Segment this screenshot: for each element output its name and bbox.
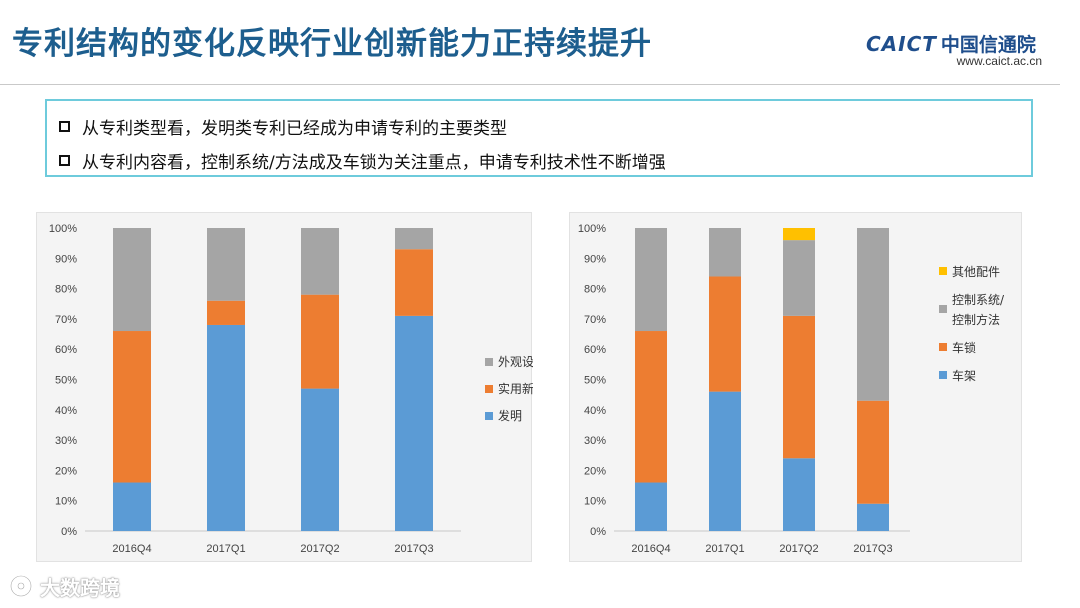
x-tick-label: 2017Q3 (853, 543, 892, 555)
legend-swatch (939, 305, 947, 313)
bar-segment (207, 324, 245, 531)
bar-segment (709, 228, 741, 277)
x-tick-label: 2016Q4 (631, 543, 670, 555)
bar-segment (783, 458, 815, 531)
legend-label: 发明 (498, 408, 522, 423)
header-divider (0, 84, 1060, 85)
bullet-item-2: 从专利内容看，控制系统/方法成及车锁为关注重点，申请专利技术性不断增强 (59, 148, 666, 173)
y-tick-label: 10% (584, 496, 606, 508)
bar-segment (635, 482, 667, 531)
legend-label: 实用新型 (498, 381, 533, 396)
page-title: 专利结构的变化反映行业创新能力正持续提升 (12, 26, 652, 62)
y-tick-label: 100% (49, 223, 77, 235)
bar-segment (857, 228, 889, 401)
patent-content-chart-panel: 0% 10% 20% 30% 40% 50% 60% 70% 80% 90% 100% 2016Q4 2… (569, 212, 1022, 562)
watermark-logo-icon (9, 574, 33, 598)
bar-segment (301, 294, 339, 389)
y-tick-label: 40% (584, 405, 606, 417)
y-tick-label: 100% (578, 223, 606, 235)
x-tick-label: 2017Q2 (300, 543, 339, 555)
y-tick-label: 50% (55, 375, 77, 387)
square-bullet-icon (59, 121, 70, 132)
bullet-text-1: 从专利类型看，发明类专利已经成为申请专利的主要类型 (82, 119, 507, 139)
y-tick-label: 30% (584, 435, 606, 447)
y-tick-label: 50% (584, 375, 606, 387)
y-tick-label: 70% (584, 314, 606, 326)
y-tick-label: 30% (55, 435, 77, 447)
bar-segment (783, 240, 815, 316)
watermark-text: 大数跨境 (40, 575, 120, 600)
bar-segment (709, 276, 741, 392)
logo-text: CAICT (866, 32, 937, 56)
logo-cn-text: 中国信通院 (940, 34, 1036, 56)
bar-segment (113, 331, 151, 483)
caict-logo: CAICT 中国信通院 www.caict.ac.cn (866, 30, 1056, 74)
y-tick-label: 80% (584, 284, 606, 296)
x-tick-label: 2016Q4 (112, 543, 151, 555)
y-tick-label: 40% (55, 405, 77, 417)
bar-segment (783, 228, 815, 241)
x-tick-label: 2017Q1 (705, 543, 744, 555)
patent-type-chart: 0% 10% 20% 30% 40% 50% 60% 70% 80% 90% 100% 2016Q4 2… (49, 223, 533, 555)
watermark: 大数跨境 (8, 571, 120, 601)
bullet-text-2: 从专利内容看，控制系统/方法成及车锁为关注重点，申请专利技术性不断增强 (82, 153, 666, 173)
legend-swatch (485, 385, 493, 393)
legend-label: 控制系统/控制方法 (952, 293, 1005, 327)
legend-label: 外观设计 (498, 355, 533, 369)
bar-segment (635, 228, 667, 332)
bullet-item-1: 从专利类型看，发明类专利已经成为申请专利的主要类型 (59, 114, 507, 139)
y-tick-label: 90% (55, 253, 77, 265)
y-tick-label: 10% (55, 496, 77, 508)
patent-type-chart-panel: 0% 10% 20% 30% 40% 50% 60% 70% 80% 90% 100% 2016Q4 2… (36, 212, 533, 562)
bar-segment (113, 482, 151, 531)
bar-segment (207, 300, 245, 325)
y-tick-label: 60% (584, 344, 606, 356)
bar-segment (395, 228, 433, 250)
legend-label: 车锁 (952, 340, 976, 355)
y-tick-label: 80% (55, 284, 77, 296)
legend-label: 车架 (952, 368, 976, 383)
y-tick-label: 20% (584, 465, 606, 477)
legend-swatch (485, 358, 493, 366)
y-tick-label: 70% (55, 314, 77, 326)
y-tick-label: 90% (584, 253, 606, 265)
bar-segment (709, 391, 741, 531)
square-bullet-icon (59, 155, 70, 166)
bar-segment (635, 331, 667, 483)
patent-content-chart: 0% 10% 20% 30% 40% 50% 60% 70% 80% 90% 100% 2016Q4 2… (578, 223, 1005, 555)
bar-segment (857, 503, 889, 531)
bar-segment (783, 315, 815, 459)
legend-swatch (939, 343, 947, 351)
bar-segment (207, 228, 245, 301)
summary-box: 从专利类型看，发明类专利已经成为申请专利的主要类型 从专利内容看，控制系统/方法… (45, 99, 1033, 177)
legend-swatch (939, 267, 947, 275)
bar-segment (113, 228, 151, 332)
bar-segment (301, 388, 339, 531)
bar-segment (857, 400, 889, 504)
legend-label: 其他配件 (952, 265, 1000, 279)
bar-segment (395, 249, 433, 316)
x-tick-label: 2017Q3 (394, 543, 433, 555)
y-tick-label: 0% (590, 526, 606, 538)
legend-swatch (485, 412, 493, 420)
legend-swatch (939, 371, 947, 379)
y-tick-label: 20% (55, 465, 77, 477)
y-tick-label: 0% (61, 526, 77, 538)
logo-url: www.caict.ac.cn (956, 54, 1042, 68)
x-tick-label: 2017Q1 (206, 543, 245, 555)
y-tick-label: 60% (55, 344, 77, 356)
x-tick-label: 2017Q2 (779, 543, 818, 555)
bar-segment (395, 315, 433, 531)
bar-segment (301, 228, 339, 295)
